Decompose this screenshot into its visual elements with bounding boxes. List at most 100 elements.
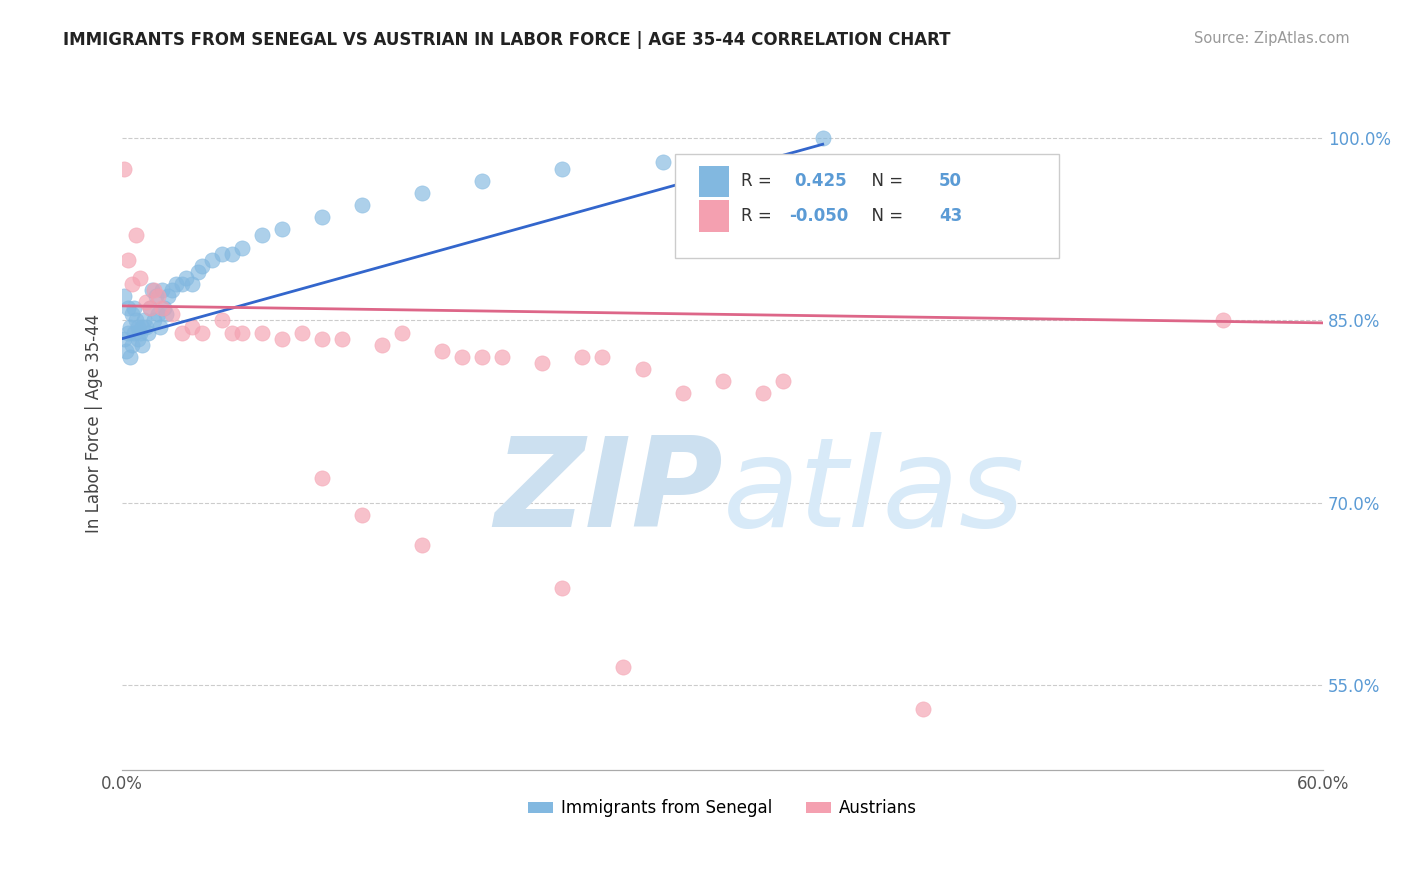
Point xyxy=(711,374,734,388)
Point xyxy=(143,313,166,327)
Point xyxy=(131,319,153,334)
Point xyxy=(122,301,145,316)
Point xyxy=(145,289,167,303)
Point xyxy=(157,289,180,303)
Point xyxy=(146,289,169,303)
Point xyxy=(291,326,314,340)
Point xyxy=(221,246,243,260)
Point xyxy=(671,386,693,401)
Point xyxy=(531,356,554,370)
Text: ZIP: ZIP xyxy=(494,433,723,553)
Point xyxy=(330,332,353,346)
Point xyxy=(120,350,142,364)
Point xyxy=(141,283,163,297)
Y-axis label: In Labor Force | Age 35-44: In Labor Force | Age 35-44 xyxy=(86,314,103,533)
Point xyxy=(149,319,172,334)
Point xyxy=(115,343,138,358)
Point xyxy=(311,471,333,485)
Point xyxy=(592,350,614,364)
Point xyxy=(352,198,374,212)
Point xyxy=(139,301,162,316)
Point xyxy=(132,313,155,327)
Point xyxy=(160,307,183,321)
Point xyxy=(131,337,153,351)
FancyBboxPatch shape xyxy=(675,153,1059,258)
Point xyxy=(250,228,273,243)
Point xyxy=(121,337,143,351)
Point xyxy=(112,332,135,346)
Point xyxy=(471,350,494,364)
Point xyxy=(271,222,294,236)
Text: N =: N = xyxy=(860,207,908,225)
Point xyxy=(371,337,394,351)
Point xyxy=(612,659,634,673)
Point xyxy=(451,350,474,364)
Point xyxy=(271,332,294,346)
Point xyxy=(153,301,176,316)
Point xyxy=(211,313,233,327)
Point xyxy=(651,155,673,169)
Point xyxy=(231,241,253,255)
Legend: Immigrants from Senegal, Austrians: Immigrants from Senegal, Austrians xyxy=(522,793,924,824)
FancyBboxPatch shape xyxy=(699,201,728,232)
Point xyxy=(191,259,214,273)
Point xyxy=(155,307,177,321)
Point xyxy=(181,319,204,334)
Point xyxy=(146,307,169,321)
Point xyxy=(211,246,233,260)
Point xyxy=(221,326,243,340)
Point xyxy=(471,174,494,188)
Point xyxy=(181,277,204,291)
Text: 0.425: 0.425 xyxy=(794,172,848,190)
Point xyxy=(1212,313,1234,327)
Text: Source: ZipAtlas.com: Source: ZipAtlas.com xyxy=(1194,31,1350,46)
Point xyxy=(150,283,173,297)
Point xyxy=(250,326,273,340)
Point xyxy=(127,332,149,346)
Point xyxy=(165,277,187,291)
Point xyxy=(411,538,433,552)
Point xyxy=(551,581,574,595)
Text: R =: R = xyxy=(741,172,776,190)
Point xyxy=(191,326,214,340)
Point xyxy=(811,131,834,145)
Point xyxy=(551,161,574,176)
Point xyxy=(174,271,197,285)
Point xyxy=(125,313,148,327)
Point xyxy=(311,332,333,346)
Point xyxy=(187,265,209,279)
FancyBboxPatch shape xyxy=(699,166,728,197)
Text: -0.050: -0.050 xyxy=(789,207,848,225)
Point xyxy=(391,326,413,340)
Point xyxy=(352,508,374,522)
Point xyxy=(117,301,139,316)
Point xyxy=(911,702,934,716)
Text: N =: N = xyxy=(860,172,908,190)
Text: atlas: atlas xyxy=(723,433,1025,553)
Point xyxy=(160,283,183,297)
Point xyxy=(201,252,224,267)
Point xyxy=(432,343,454,358)
Point xyxy=(121,277,143,291)
Point xyxy=(143,283,166,297)
Text: R =: R = xyxy=(741,207,776,225)
Point xyxy=(311,210,333,224)
Point xyxy=(135,319,157,334)
Point xyxy=(751,386,773,401)
Point xyxy=(120,319,142,334)
Point xyxy=(571,350,593,364)
Point xyxy=(139,301,162,316)
Point xyxy=(129,326,152,340)
Point xyxy=(135,295,157,310)
Text: 43: 43 xyxy=(939,207,962,225)
Point xyxy=(231,326,253,340)
Point xyxy=(125,228,148,243)
Point xyxy=(411,186,433,200)
Text: 50: 50 xyxy=(939,172,962,190)
Point xyxy=(117,252,139,267)
Point xyxy=(121,307,143,321)
Point xyxy=(129,271,152,285)
Point xyxy=(172,277,194,291)
Point xyxy=(112,161,135,176)
Point xyxy=(127,319,149,334)
